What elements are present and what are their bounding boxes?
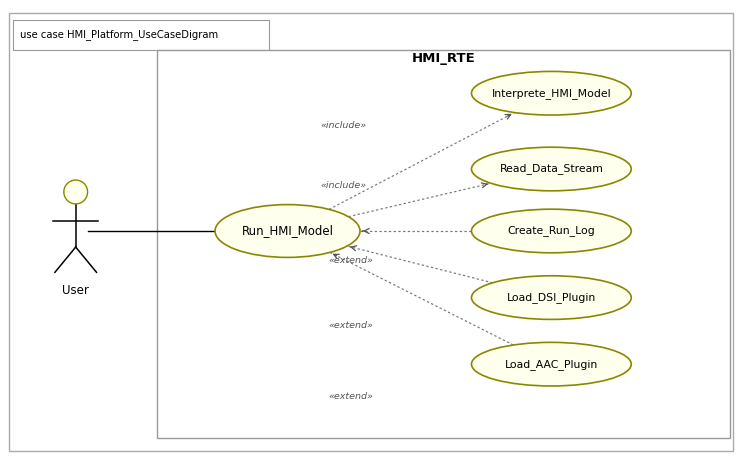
Text: «extend»: «extend»	[328, 321, 373, 330]
Ellipse shape	[471, 72, 631, 115]
Text: Run_HMI_Model: Run_HMI_Model	[242, 225, 333, 237]
Text: Load_AAC_Plugin: Load_AAC_Plugin	[505, 359, 598, 370]
Text: «include»: «include»	[320, 181, 366, 189]
Text: «extend»: «extend»	[328, 256, 373, 265]
Ellipse shape	[471, 276, 631, 319]
FancyBboxPatch shape	[157, 49, 730, 438]
Text: «include»: «include»	[320, 121, 366, 130]
Ellipse shape	[471, 342, 631, 386]
Text: Load_DSI_Plugin: Load_DSI_Plugin	[507, 292, 596, 303]
Text: HMI_RTE: HMI_RTE	[412, 52, 475, 65]
Text: use case HMI_Platform_UseCaseDigram: use case HMI_Platform_UseCaseDigram	[20, 29, 218, 40]
Text: Interprete_HMI_Model: Interprete_HMI_Model	[492, 88, 611, 99]
Text: «extend»: «extend»	[328, 392, 373, 401]
Text: Read_Data_Stream: Read_Data_Stream	[499, 164, 604, 175]
FancyBboxPatch shape	[13, 20, 269, 49]
Text: Create_Run_Log: Create_Run_Log	[507, 225, 595, 237]
Ellipse shape	[215, 205, 360, 257]
Ellipse shape	[471, 147, 631, 191]
Text: User: User	[62, 284, 90, 297]
Ellipse shape	[64, 180, 87, 204]
FancyBboxPatch shape	[9, 13, 733, 451]
Ellipse shape	[471, 209, 631, 253]
